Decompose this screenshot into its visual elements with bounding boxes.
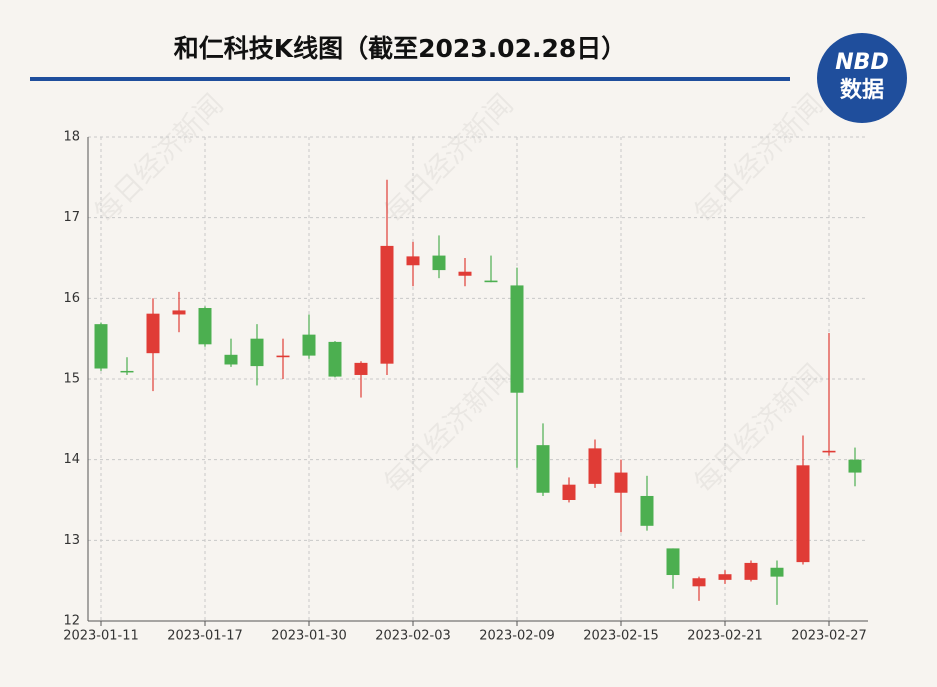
candle-body [432,255,446,271]
candle-body [380,245,394,364]
candle-body [406,256,420,266]
x-tick-label: 2023-02-15 [583,629,659,644]
y-tick-label: 17 [63,210,80,225]
candle-body [302,334,316,356]
title-underline [30,77,790,81]
candle-body [146,313,160,354]
candle-body [94,324,108,369]
candle-body [770,567,784,577]
candle-body [250,338,264,367]
candle-body [588,448,602,484]
x-tick-label: 2023-01-17 [167,629,243,644]
candle-body [640,495,654,526]
candle-body [484,280,498,283]
candle-body [848,459,862,473]
x-tick-label: 2023-02-09 [479,629,555,644]
x-tick-label: 2023-01-11 [63,629,139,644]
candle-body [172,310,186,315]
y-tick-label: 18 [63,130,80,145]
candle-body [614,472,628,493]
candle-body [458,271,472,276]
logo-text: NBD [835,50,888,75]
candle-body [822,450,836,453]
y-tick-label: 12 [63,614,80,629]
x-tick-label: 2023-02-27 [791,629,867,644]
logo-circle [817,33,907,123]
y-tick-label: 15 [63,372,80,387]
candle-body [198,308,212,345]
y-tick-label: 14 [63,452,80,467]
candle-body [744,562,758,580]
chart-title: 和仁科技K线图（截至2023.02.28日） [174,34,627,63]
x-tick-label: 2023-02-21 [687,629,763,644]
candle-body [562,484,576,500]
logo-text: 数据 [840,77,884,103]
x-tick-label: 2023-01-30 [271,629,347,644]
candle-body [718,574,732,580]
y-tick-label: 16 [63,291,80,306]
candle-body [354,362,368,375]
candle-body [510,285,524,393]
candle-body [796,465,810,563]
candle-body [692,578,706,587]
y-tick-label: 13 [63,533,80,548]
candle-body [536,445,550,493]
candle-body [224,354,238,365]
candle-body [120,370,134,373]
x-tick-label: 2023-02-03 [375,629,451,644]
candle-body [328,341,342,377]
candle-body [276,355,290,358]
candle-body [666,548,680,576]
